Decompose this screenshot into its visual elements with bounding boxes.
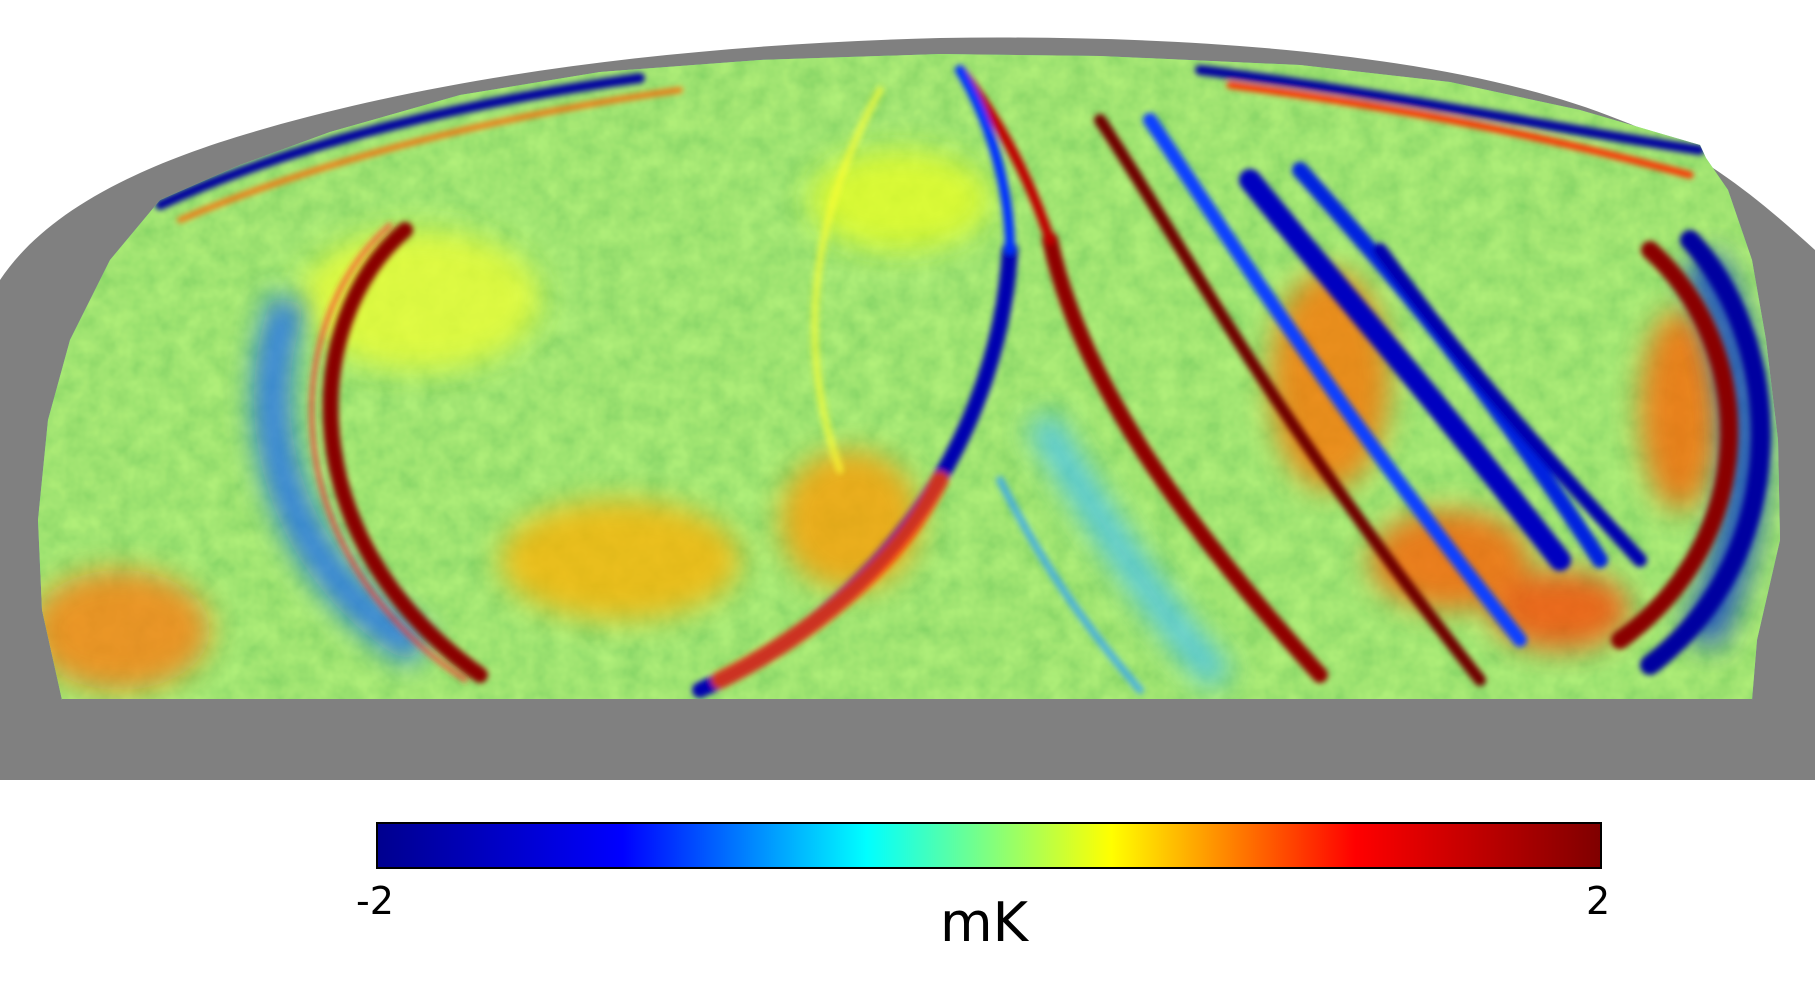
colorbar-unit-label: mK [940, 891, 1029, 954]
colorbar-min-label: -2 [356, 879, 394, 923]
temperature-field [38, 54, 1780, 700]
sky-map [0, 37, 1815, 780]
colorbar-max-label: 2 [1586, 879, 1611, 923]
colorbar [376, 822, 1602, 869]
